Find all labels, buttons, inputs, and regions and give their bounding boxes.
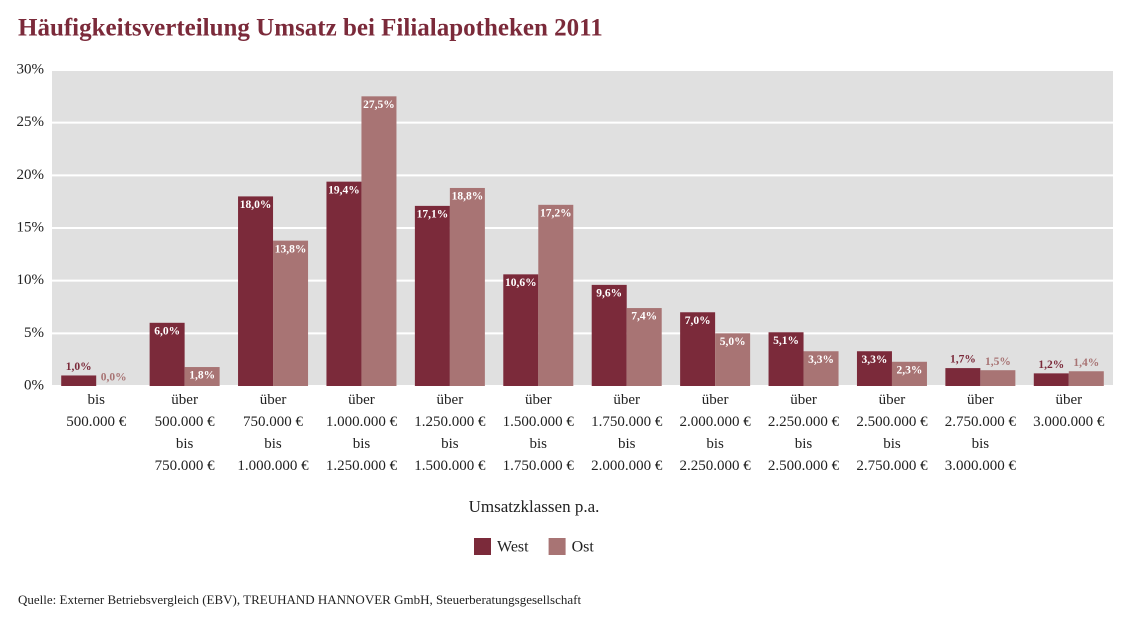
bar	[715, 333, 751, 386]
data-label: 1,2%	[1038, 359, 1064, 371]
bar	[1068, 371, 1104, 386]
data-label: 19,4%	[328, 184, 360, 196]
data-label: 18,8%	[452, 191, 484, 203]
bar	[680, 312, 716, 386]
data-label: 6,0%	[154, 325, 180, 337]
bar	[891, 361, 927, 386]
bar	[326, 181, 362, 386]
data-label: 7,4%	[631, 311, 657, 323]
bar	[768, 332, 804, 386]
y-tick-label: 30%	[17, 61, 45, 77]
bar	[803, 351, 839, 386]
bar	[273, 240, 309, 386]
y-tick-label: 0%	[24, 377, 44, 393]
x-tick-label: über 2.500.000 € bis 2.750.000 €	[856, 392, 928, 474]
x-tick-label: über 1.000.000 € bis 1.250.000 €	[325, 392, 398, 474]
bar	[856, 351, 892, 386]
data-label: 1,7%	[950, 354, 976, 366]
legend-label: Ost	[572, 539, 595, 556]
y-tick-label: 15%	[17, 219, 45, 235]
data-label: 27,5%	[363, 99, 395, 111]
data-label: 13,8%	[275, 243, 307, 255]
x-tick-label: über 750.000 € bis 1.000.000 €	[237, 392, 309, 474]
data-label: 18,0%	[240, 199, 272, 211]
data-label: 1,5%	[985, 356, 1011, 368]
legend-swatch	[548, 538, 566, 555]
data-label: 3,3%	[862, 354, 888, 366]
x-tick-label: über 2.000.000 € bis 2.250.000 €	[679, 392, 751, 474]
bar	[149, 322, 185, 386]
bar	[503, 274, 539, 386]
x-tick-label: über 3.000.000 €	[1033, 392, 1105, 430]
data-label: 10,6%	[505, 277, 537, 289]
data-label: 5,1%	[773, 335, 799, 347]
x-tick-label: über 1.250.000 € bis 1.500.000 €	[414, 392, 486, 474]
data-label: 5,0%	[720, 336, 746, 348]
bar	[238, 196, 274, 386]
x-tick-label: über 2.750.000 € bis 3.000.000 €	[944, 392, 1016, 474]
bar	[538, 204, 574, 386]
bar	[361, 96, 397, 386]
bar	[591, 284, 627, 386]
data-label: 0,0%	[101, 372, 127, 384]
data-label: 1,8%	[189, 370, 215, 382]
bar	[980, 370, 1016, 386]
bar	[626, 308, 662, 386]
y-tick-label: 5%	[24, 325, 44, 341]
y-tick-label: 20%	[17, 167, 45, 183]
x-tick-label: über 2.250.000 € bis 2.500.000 €	[767, 392, 840, 474]
bar	[61, 375, 97, 386]
data-label: 17,1%	[417, 209, 449, 221]
bar	[945, 368, 981, 386]
chart-title: Häufigkeitsverteilung Umsatz bei Filiala…	[18, 15, 603, 42]
bar	[1033, 373, 1069, 386]
data-label: 1,0%	[66, 361, 92, 373]
y-tick-label: 25%	[17, 114, 45, 130]
legend-label: West	[497, 539, 529, 556]
data-label: 17,2%	[540, 207, 572, 219]
data-label: 1,4%	[1073, 357, 1099, 369]
y-tick-label: 10%	[17, 272, 45, 288]
source-note: Quelle: Externer Betriebsvergleich (EBV)…	[18, 592, 581, 607]
data-label: 9,6%	[596, 288, 622, 300]
x-tick-label: über 1.500.000 € bis 1.750.000 €	[502, 392, 574, 474]
legend-swatch	[474, 538, 491, 555]
x-tick-label: über 1.750.000 € bis 2.000.000 €	[591, 392, 663, 474]
x-tick-label: über 500.000 € bis 750.000 €	[154, 392, 215, 474]
bar	[184, 367, 220, 386]
bar	[414, 205, 450, 386]
x-tick-label: bis 500.000 €	[66, 392, 127, 430]
data-label: 2,3%	[897, 364, 923, 376]
x-axis-label: Umsatzklassen p.a.	[469, 497, 600, 516]
data-label: 3,3%	[808, 354, 834, 366]
bar	[449, 187, 485, 386]
data-label: 7,0%	[685, 315, 711, 327]
